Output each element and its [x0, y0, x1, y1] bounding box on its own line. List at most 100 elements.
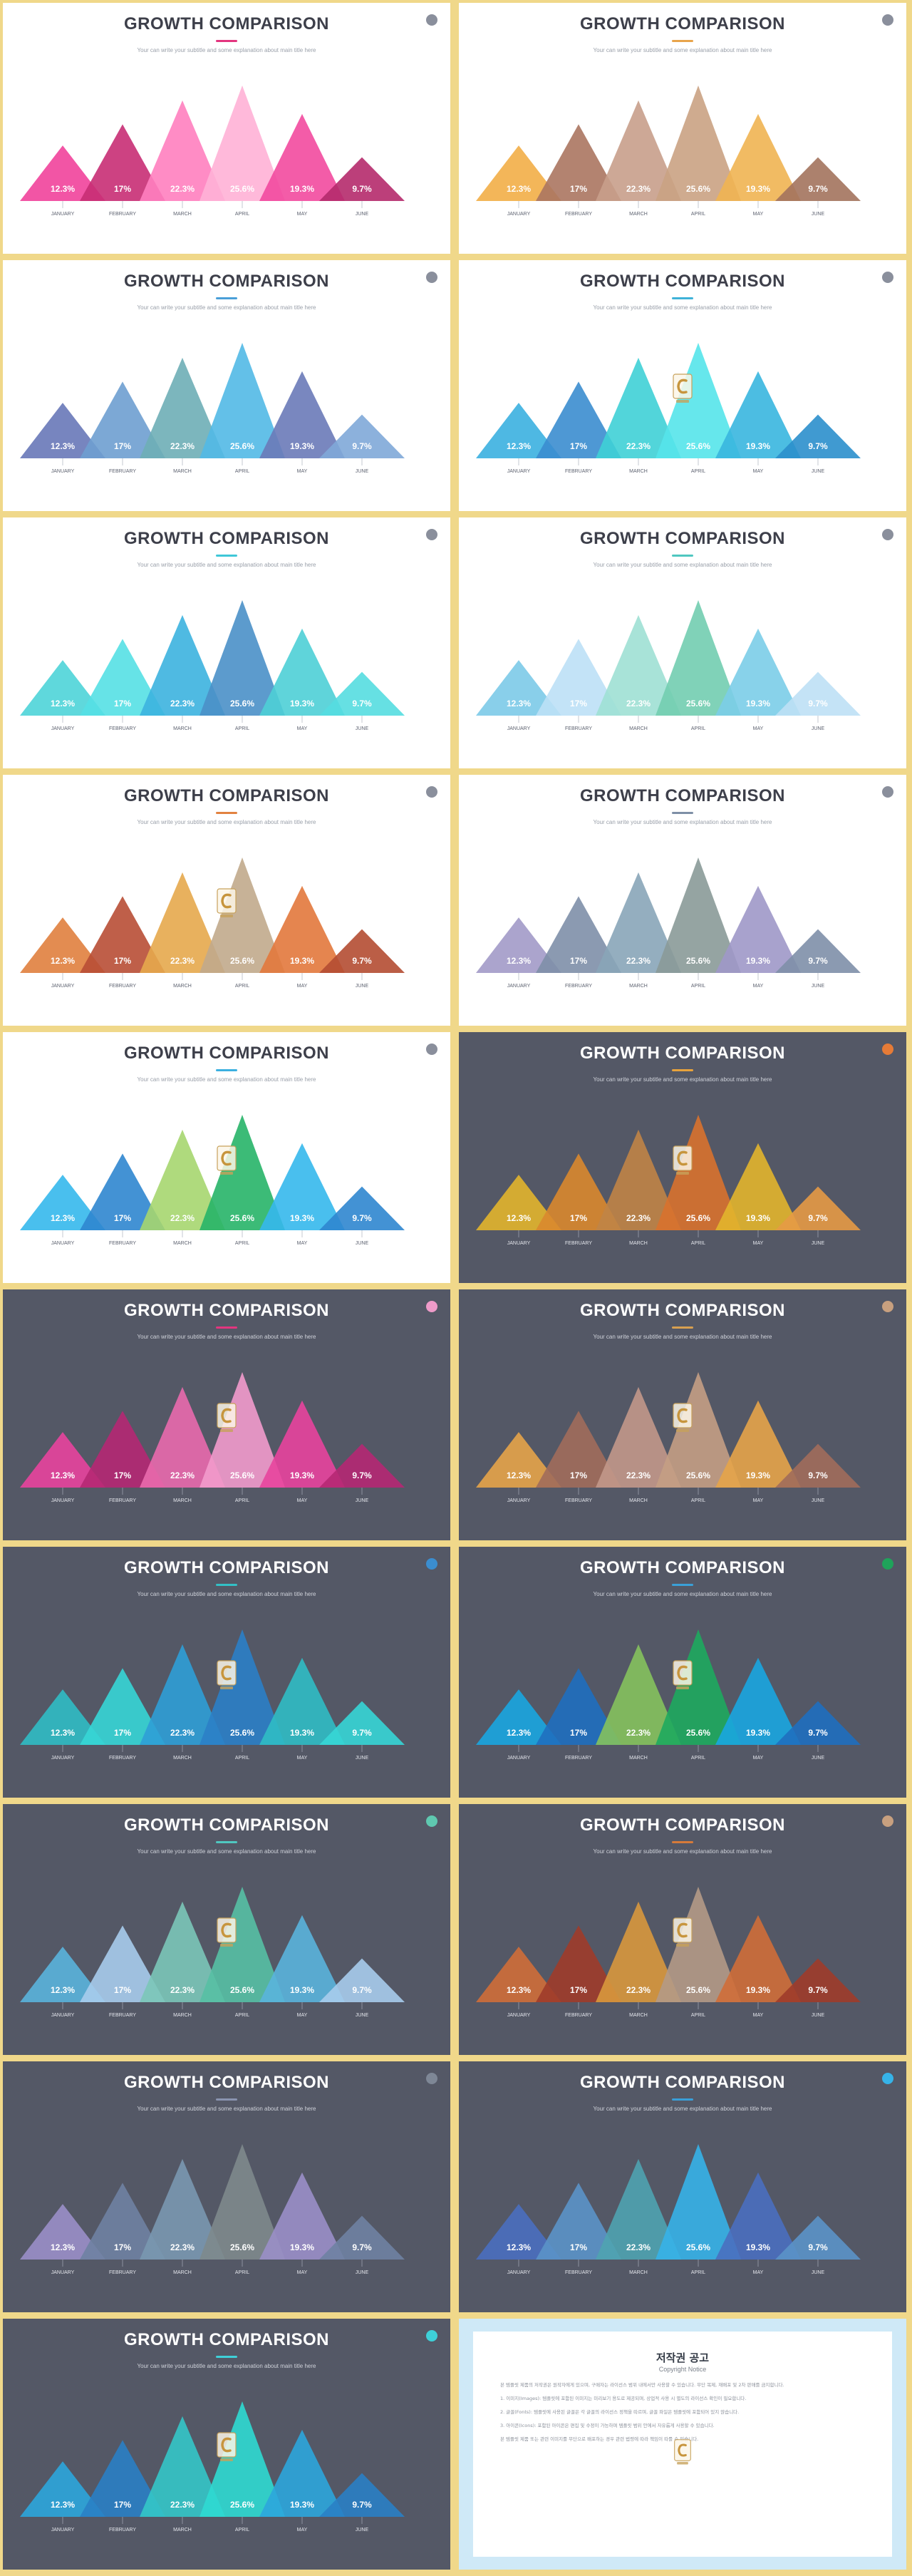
triangle-bar[interactable]: [200, 2144, 285, 2260]
triangle-bar[interactable]: [596, 614, 681, 716]
triangle-bar[interactable]: [476, 1947, 561, 2002]
triangle-bar[interactable]: [80, 381, 165, 458]
triangle-bar[interactable]: [80, 1925, 165, 2002]
triangle-bar[interactable]: [200, 86, 285, 201]
triangle-bar[interactable]: [140, 100, 225, 201]
triangle-bar[interactable]: [200, 857, 285, 973]
growth-comparison-slide[interactable]: GROWTH COMPARISON Your can write your sub…: [459, 775, 906, 1026]
triangle-bar[interactable]: [596, 872, 681, 973]
triangle-bar[interactable]: [656, 86, 741, 201]
triangle-bar[interactable]: [140, 1644, 225, 1745]
triangle-bar[interactable]: [775, 1186, 861, 1230]
triangle-bar[interactable]: [715, 628, 801, 716]
growth-comparison-slide[interactable]: GROWTH COMPARISON Your can write your sub…: [3, 260, 450, 511]
triangle-bar[interactable]: [715, 885, 801, 973]
triangle-bar[interactable]: [140, 2416, 225, 2517]
triangle-bar[interactable]: [775, 1701, 861, 1745]
triangle-bar[interactable]: [715, 1400, 801, 1488]
triangle-bar[interactable]: [80, 124, 165, 201]
growth-comparison-slide[interactable]: GROWTH COMPARISON Your can write your sub…: [459, 1289, 906, 1540]
growth-comparison-slide[interactable]: GROWTH COMPARISON Your can write your sub…: [3, 2319, 450, 2570]
triangle-bar[interactable]: [775, 414, 861, 458]
triangle-bar[interactable]: [656, 1629, 741, 1745]
triangle-bar[interactable]: [140, 614, 225, 716]
triangle-bar[interactable]: [20, 1175, 105, 1230]
growth-comparison-slide[interactable]: GROWTH COMPARISON Your can write your sub…: [3, 1289, 450, 1540]
triangle-bar[interactable]: [140, 1129, 225, 1230]
triangle-bar[interactable]: [20, 660, 105, 716]
triangle-bar[interactable]: [536, 2183, 621, 2260]
triangle-bar[interactable]: [140, 1386, 225, 1488]
triangle-bar[interactable]: [596, 357, 681, 458]
growth-comparison-slide[interactable]: GROWTH COMPARISON Your can write your sub…: [459, 517, 906, 768]
triangle-bar[interactable]: [319, 671, 405, 716]
triangle-bar[interactable]: [476, 403, 561, 458]
triangle-bar[interactable]: [596, 1644, 681, 1745]
triangle-bar[interactable]: [319, 2473, 405, 2517]
triangle-bar[interactable]: [656, 857, 741, 973]
triangle-bar[interactable]: [596, 100, 681, 201]
triangle-bar[interactable]: [596, 1386, 681, 1488]
triangle-bar[interactable]: [140, 357, 225, 458]
triangle-bar[interactable]: [259, 113, 345, 201]
triangle-bar[interactable]: [656, 1115, 741, 1230]
triangle-bar[interactable]: [20, 403, 105, 458]
triangle-bar[interactable]: [80, 639, 165, 716]
triangle-bar[interactable]: [715, 371, 801, 458]
triangle-bar[interactable]: [715, 2172, 801, 2260]
triangle-bar[interactable]: [775, 2215, 861, 2260]
triangle-bar[interactable]: [319, 1186, 405, 1230]
triangle-bar[interactable]: [80, 2183, 165, 2260]
triangle-bar[interactable]: [775, 929, 861, 973]
growth-comparison-slide[interactable]: GROWTH COMPARISON Your can write your sub…: [3, 1547, 450, 1798]
triangle-bar[interactable]: [596, 1901, 681, 2002]
triangle-bar[interactable]: [775, 157, 861, 201]
triangle-bar[interactable]: [20, 1432, 105, 1488]
triangle-bar[interactable]: [319, 1958, 405, 2002]
growth-comparison-slide[interactable]: GROWTH COMPARISON Your can write your sub…: [3, 3, 450, 254]
triangle-bar[interactable]: [140, 2158, 225, 2260]
triangle-bar[interactable]: [715, 1143, 801, 1230]
triangle-bar[interactable]: [80, 1668, 165, 1745]
triangle-bar[interactable]: [259, 885, 345, 973]
triangle-bar[interactable]: [536, 1668, 621, 1745]
triangle-bar[interactable]: [476, 660, 561, 716]
triangle-bar[interactable]: [319, 157, 405, 201]
triangle-bar[interactable]: [596, 2158, 681, 2260]
growth-comparison-slide[interactable]: GROWTH COMPARISON Your can write your sub…: [459, 1804, 906, 2055]
triangle-bar[interactable]: [596, 1129, 681, 1230]
triangle-bar[interactable]: [656, 1372, 741, 1488]
triangle-bar[interactable]: [775, 671, 861, 716]
triangle-bar[interactable]: [536, 639, 621, 716]
triangle-bar[interactable]: [20, 1689, 105, 1745]
triangle-bar[interactable]: [715, 113, 801, 201]
triangle-bar[interactable]: [319, 929, 405, 973]
growth-comparison-slide[interactable]: GROWTH COMPARISON Your can write your sub…: [3, 517, 450, 768]
triangle-bar[interactable]: [259, 1657, 345, 1745]
growth-comparison-slide[interactable]: GROWTH COMPARISON Your can write your sub…: [459, 1032, 906, 1283]
triangle-bar[interactable]: [319, 1443, 405, 1488]
growth-comparison-slide[interactable]: GROWTH COMPARISON Your can write your sub…: [459, 3, 906, 254]
triangle-bar[interactable]: [80, 896, 165, 973]
triangle-bar[interactable]: [476, 145, 561, 201]
triangle-bar[interactable]: [80, 1153, 165, 1230]
triangle-bar[interactable]: [140, 872, 225, 973]
triangle-bar[interactable]: [319, 414, 405, 458]
triangle-bar[interactable]: [259, 2172, 345, 2260]
triangle-bar[interactable]: [259, 1915, 345, 2002]
triangle-bar[interactable]: [259, 371, 345, 458]
triangle-bar[interactable]: [259, 1400, 345, 1488]
triangle-bar[interactable]: [536, 1925, 621, 2002]
triangle-bar[interactable]: [259, 2429, 345, 2517]
triangle-bar[interactable]: [536, 1153, 621, 1230]
triangle-bar[interactable]: [536, 124, 621, 201]
triangle-bar[interactable]: [775, 1958, 861, 2002]
triangle-bar[interactable]: [80, 2440, 165, 2517]
triangle-bar[interactable]: [476, 1175, 561, 1230]
triangle-bar[interactable]: [200, 343, 285, 458]
growth-comparison-slide[interactable]: GROWTH COMPARISON Your can write your sub…: [3, 1804, 450, 2055]
triangle-bar[interactable]: [775, 1443, 861, 1488]
triangle-bar[interactable]: [536, 1411, 621, 1488]
triangle-bar[interactable]: [259, 1143, 345, 1230]
triangle-bar[interactable]: [319, 1701, 405, 1745]
